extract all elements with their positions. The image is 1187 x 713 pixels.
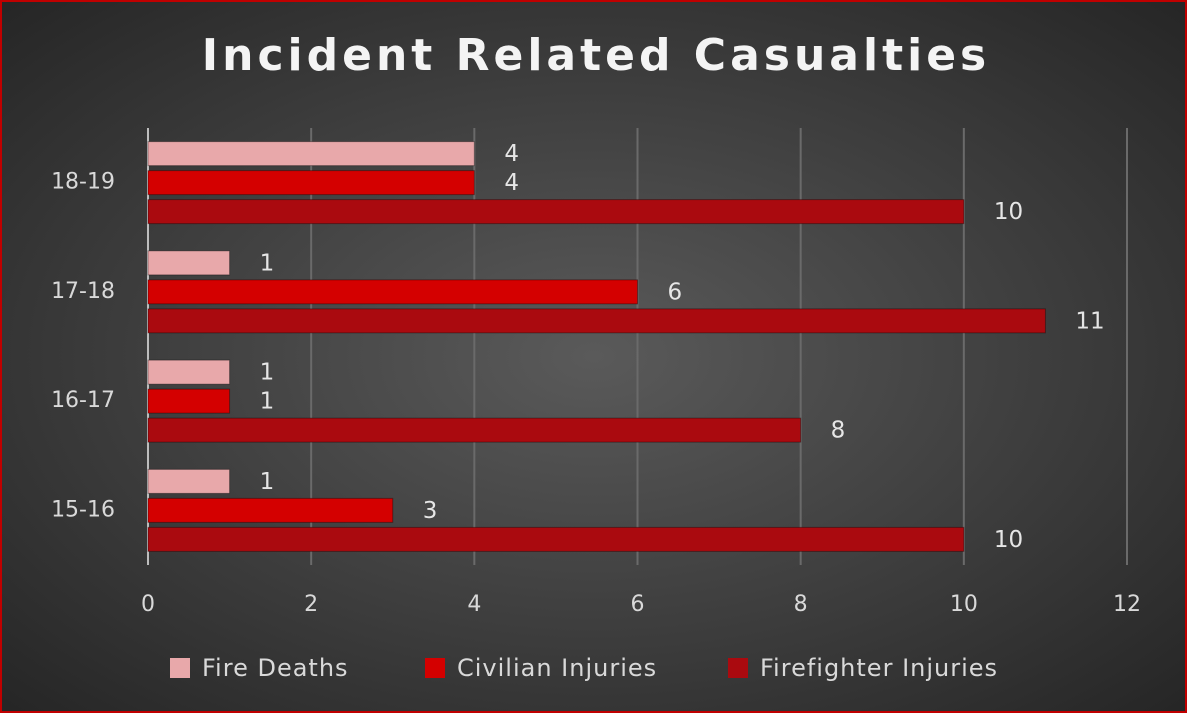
- x-tick-label: 2: [304, 592, 318, 617]
- bar: [147, 308, 1046, 334]
- x-tick-label: 12: [1113, 592, 1141, 617]
- bar: [147, 388, 231, 414]
- y-tick-label: 16-17: [51, 388, 115, 413]
- x-tick-label: 8: [794, 592, 808, 617]
- bar: [147, 170, 475, 196]
- x-tick-label: 0: [141, 592, 155, 617]
- bar: [147, 141, 475, 167]
- y-tick-label: 17-18: [51, 279, 115, 304]
- data-label: 1: [260, 250, 275, 276]
- chart-title: Incident Related Casualties: [202, 30, 990, 81]
- data-label: 1: [260, 389, 275, 415]
- bar: [147, 359, 231, 385]
- data-label: 4: [504, 141, 519, 167]
- legend-swatch: [728, 658, 748, 678]
- data-label: 6: [668, 279, 683, 305]
- data-label: 10: [994, 199, 1023, 225]
- bar: [147, 199, 965, 225]
- legend-swatch: [170, 658, 190, 678]
- bar: [147, 526, 965, 552]
- bar: [147, 417, 802, 443]
- x-tick-label: 10: [950, 592, 978, 617]
- legend-label: Firefighter Injuries: [760, 654, 998, 682]
- data-label: 4: [504, 170, 519, 196]
- data-label: 1: [260, 360, 275, 386]
- data-label: 1: [260, 469, 275, 495]
- legend-swatch: [425, 658, 445, 678]
- x-tick-label: 6: [631, 592, 645, 617]
- data-label: 11: [1075, 308, 1104, 334]
- data-label: 8: [831, 418, 846, 444]
- x-tick-label: 4: [467, 592, 481, 617]
- y-tick-label: 18-19: [51, 170, 115, 195]
- data-label: 10: [994, 527, 1023, 553]
- legend-label: Fire Deaths: [202, 654, 349, 682]
- data-label: 3: [423, 498, 438, 524]
- bar: [147, 468, 231, 494]
- bar: [147, 279, 638, 305]
- y-tick-label: 15-16: [51, 497, 115, 522]
- legend-label: Civilian Injuries: [457, 654, 657, 682]
- bar: [147, 250, 231, 276]
- bar: [147, 497, 394, 523]
